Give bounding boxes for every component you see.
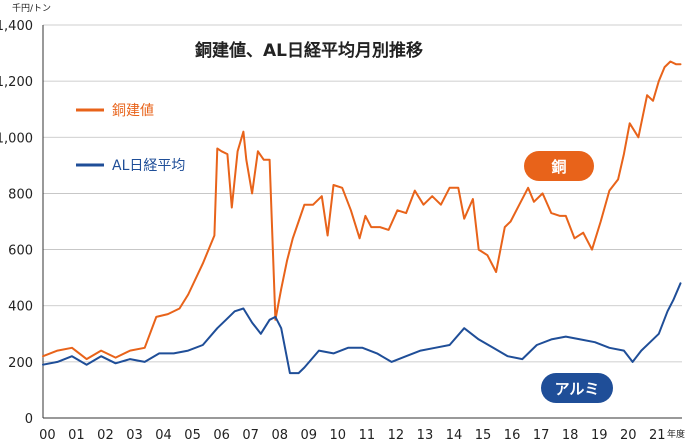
x-tick-label: 18 (562, 428, 579, 440)
y-tick-label: 800 (8, 187, 33, 202)
x-tick-label: 02 (97, 428, 114, 440)
x-tick-label: 04 (155, 428, 172, 440)
x-tick-label: 13 (417, 428, 434, 440)
y-tick-label: 600 (8, 244, 33, 259)
x-tick-label: 03 (126, 428, 143, 440)
x-tick-label: 08 (271, 428, 288, 440)
x-tick-label: 09 (300, 428, 317, 440)
x-tick-label: 17 (533, 428, 550, 440)
legend: 銅建値 AL日経平均 (76, 103, 185, 174)
badge-copper-bg (524, 151, 594, 181)
y-axis-ticks: 0 200 400 600 800 1,000 1,200 1,400 (0, 19, 33, 427)
plot-frame (42, 25, 682, 419)
badge-copper-label: 銅 (551, 158, 566, 176)
series-lines (42, 60, 682, 375)
badge-copper: 銅 (524, 151, 594, 181)
y-tick-label: 1,000 (0, 131, 33, 146)
x-tick-label: 16 (504, 428, 521, 440)
y-tick-label: 0 (25, 412, 33, 427)
x-tick-label: 14 (446, 428, 463, 440)
y-tick-label: 200 (8, 356, 33, 371)
x-tick-label: 12 (388, 428, 405, 440)
chart-title: 銅建値、AL日経平均月別推移 (195, 40, 423, 61)
gridlines (43, 24, 682, 363)
x-axis-ticks: 00 01 02 03 04 05 06 07 08 09 10 11 12 13 14 15 16 17 18 19… (39, 428, 666, 440)
y-tick-label: 400 (8, 300, 33, 315)
x-tick-label: 05 (184, 428, 201, 440)
x-tick-label: 06 (213, 428, 230, 440)
badge-aluminum-label: アルミ (555, 380, 600, 398)
badge-aluminum: アルミ (541, 373, 613, 403)
y-axis-label: 千円/トン (12, 3, 51, 14)
x-tick-label: 11 (359, 428, 376, 440)
legend-label-aluminum: AL日経平均 (112, 158, 185, 174)
x-tick-label: 10 (330, 428, 347, 440)
y-tick-label: 1,200 (0, 75, 33, 90)
x-axis-label: 年度 (667, 428, 685, 440)
x-tick-label: 20 (620, 428, 637, 440)
series-line-copper (42, 60, 682, 361)
x-tick-label: 00 (39, 428, 56, 440)
x-tick-label: 19 (591, 428, 608, 440)
series-line-aluminum (42, 282, 682, 375)
x-tick-label: 01 (68, 428, 85, 440)
x-tick-label: 21 (649, 428, 666, 440)
badge-aluminum-bg (541, 373, 613, 403)
x-tick-label: 07 (242, 428, 259, 440)
y-tick-label: 1,400 (0, 19, 33, 34)
x-tick-label: 15 (475, 428, 492, 440)
legend-label-copper: 銅建値 (112, 103, 154, 119)
